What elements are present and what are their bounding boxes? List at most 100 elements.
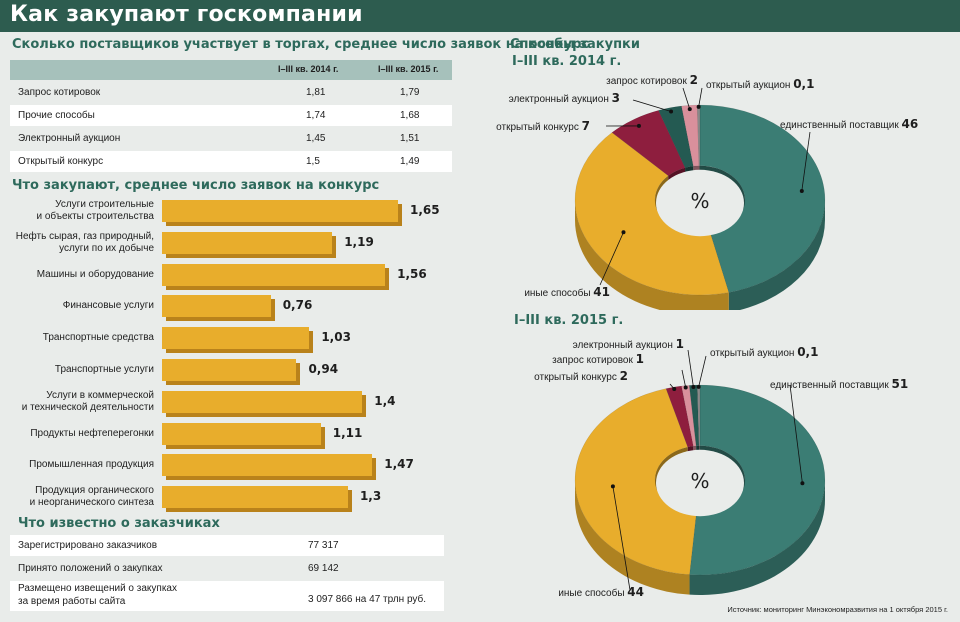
table-header: I–III кв. 2014 г. I–III кв. 2015 г. (10, 60, 452, 80)
slice-label: единственный поставщик 51 (770, 377, 908, 391)
pie-chart-2015: % единственный поставщик 51 иные способы 4… (534, 337, 908, 599)
bar-value-label: 1,65 (410, 203, 440, 217)
info-label: Принято положений о закупках (18, 563, 163, 574)
table-row: Запрос котировок 1,81 1,79 (10, 82, 452, 103)
donut-slice-запрос-котировок (681, 385, 697, 447)
leader-line (698, 355, 707, 387)
slice-value: 41 (593, 285, 610, 299)
leader-line (698, 87, 703, 107)
bar (162, 486, 348, 509)
bar-row: Промышленная продукция 1,47 (0, 451, 470, 481)
donut-group: % единственный поставщик 51 иные способы 4… (534, 337, 908, 599)
bar-row: Продукты нефтеперегонки 1,11 (0, 420, 470, 450)
slice-label: единственный поставщик 46 (780, 117, 918, 131)
leader-line (682, 87, 691, 110)
row-label: Открытый конкурс (18, 156, 104, 167)
row-label: Запрос котировок (18, 87, 101, 98)
donut-percent-sign: % (690, 189, 709, 213)
donut-slice-электронный-аукцион (658, 105, 694, 169)
info-row: Зарегистрировано заказчиков 77 317 (10, 535, 444, 556)
slice-value: 46 (902, 117, 919, 131)
info-label: Размещено извещений о закупках (18, 583, 177, 594)
bar-value-label: 1,4 (374, 393, 396, 408)
bar (162, 200, 398, 222)
bar-category-label: Продукция органического и неорганического… (29, 485, 154, 509)
slice-label: открытый конкурс 7 (496, 119, 590, 133)
donut-top (574, 384, 826, 576)
bar-row: Услуги в коммерческой и технической деяте… (0, 388, 470, 418)
bar-row: Транспортные услуги 0,94 (0, 356, 470, 386)
slice-value: 0,1 (797, 345, 818, 359)
bar-value-label: 0,94 (308, 362, 339, 376)
pie-2015-title: I–III кв. 2015 г. (514, 313, 624, 328)
methods-title: Способы закупки (510, 37, 640, 52)
bar-value-label: 1,11 (332, 425, 363, 440)
row-value-2015: 1,51 (400, 133, 420, 144)
donut-slice-открытый-конкурс (665, 385, 694, 448)
bar-category-label: Продукты нефтеперегонки (30, 427, 154, 439)
bar-row: Транспортные средства 1,03 (0, 324, 470, 354)
donut-slice-единственный-поставщик (699, 104, 826, 293)
leader-line (789, 384, 803, 484)
slice-value: 7 (582, 119, 590, 133)
slice-value: 3 (612, 91, 620, 105)
leader-line (599, 232, 624, 286)
slice-value: 51 (892, 377, 909, 391)
slice-label: иные способы 44 (558, 585, 644, 599)
info-row: Размещено извещений о закупках за время … (10, 581, 444, 611)
bar-value-label: 0,76 (282, 298, 313, 313)
slice-label: открытый конкурс 2 (534, 369, 628, 383)
donut-group: % единственный поставщик 46 иные способы 4… (496, 73, 918, 310)
table-row: Прочие способы 1,74 1,68 (10, 105, 452, 126)
row-value-2014: 1,81 (306, 87, 326, 98)
row-label: Прочие способы (18, 110, 95, 121)
leader-line (681, 369, 687, 388)
table-row: Открытый конкурс 1,5 1,49 (10, 151, 452, 172)
bar-value-label: 1,03 (321, 330, 351, 345)
bar-category-label: Услуги в коммерческой и технической деяте… (21, 389, 154, 413)
customers-table: Зарегистрировано заказчиков 77 317 Приня… (10, 535, 444, 613)
leader-line (669, 383, 675, 390)
bar (162, 327, 310, 350)
bar (162, 390, 363, 413)
slice-label: открытый аукцион 0,1 (710, 345, 818, 359)
slice-label: открытый аукцион 0,1 (706, 77, 814, 91)
leader-line (632, 99, 672, 112)
row-value-2015: 1,79 (400, 87, 420, 98)
bar-category-label: Промышленная продукция (29, 459, 154, 471)
bar (162, 263, 386, 286)
row-value-2015: 1,68 (400, 110, 420, 121)
bar-category-label: Нефть сырая, газ природный, услуги по их … (15, 230, 154, 254)
source-note: Источник: мониторинг Минэкономразвития н… (727, 605, 948, 614)
pie-chart-2014: % единственный поставщик 46 иные способы 4… (496, 73, 918, 310)
bar-row: Нефть сырая, газ природный, услуги по их … (0, 229, 470, 259)
bar-category-label: Финансовые услуги (62, 300, 154, 312)
col-2015-header: I–III кв. 2015 г. (378, 64, 439, 74)
info-row: Принято положений о закупках 69 142 (10, 558, 444, 579)
donut-hole (656, 449, 744, 517)
bar-value-label: 1,3 (359, 489, 382, 504)
page-title: Как закупают госкомпании (10, 2, 363, 27)
donut-wall-иные-способы (575, 200, 729, 310)
suppliers-table: I–III кв. 2014 г. I–III кв. 2015 г. Запр… (10, 60, 452, 172)
leader-line (801, 131, 811, 192)
purchases-bar-chart: Услуги строительные и объекты строительст… (0, 195, 470, 515)
bar (162, 422, 321, 445)
row-label: Электронный аукцион (18, 133, 121, 144)
bar (162, 454, 373, 477)
bar-category-label: Транспортные средства (42, 332, 154, 344)
info-value: 3 097 866 на 47 трлн руб. (308, 594, 427, 605)
slice-label: электронный аукцион 3 (509, 91, 620, 105)
donut-wall-единственный-поставщик (689, 480, 825, 595)
donut-hole (656, 169, 744, 237)
slice-value: 0,1 (793, 77, 814, 91)
donut-wall-иные-способы (575, 480, 690, 595)
bar-row: Финансовые услуги 0,76 (0, 292, 470, 322)
info-value: 69 142 (308, 563, 339, 574)
info-label: Зарегистрировано заказчиков (18, 540, 158, 551)
donut-labels: единственный поставщик 46 иные способы 41… (496, 73, 918, 299)
bar-value-label: 1,19 (344, 234, 374, 249)
bar (162, 295, 271, 318)
table-row: Электронный аукцион 1,45 1,51 (10, 128, 452, 149)
row-value-2015: 1,49 (400, 156, 420, 167)
